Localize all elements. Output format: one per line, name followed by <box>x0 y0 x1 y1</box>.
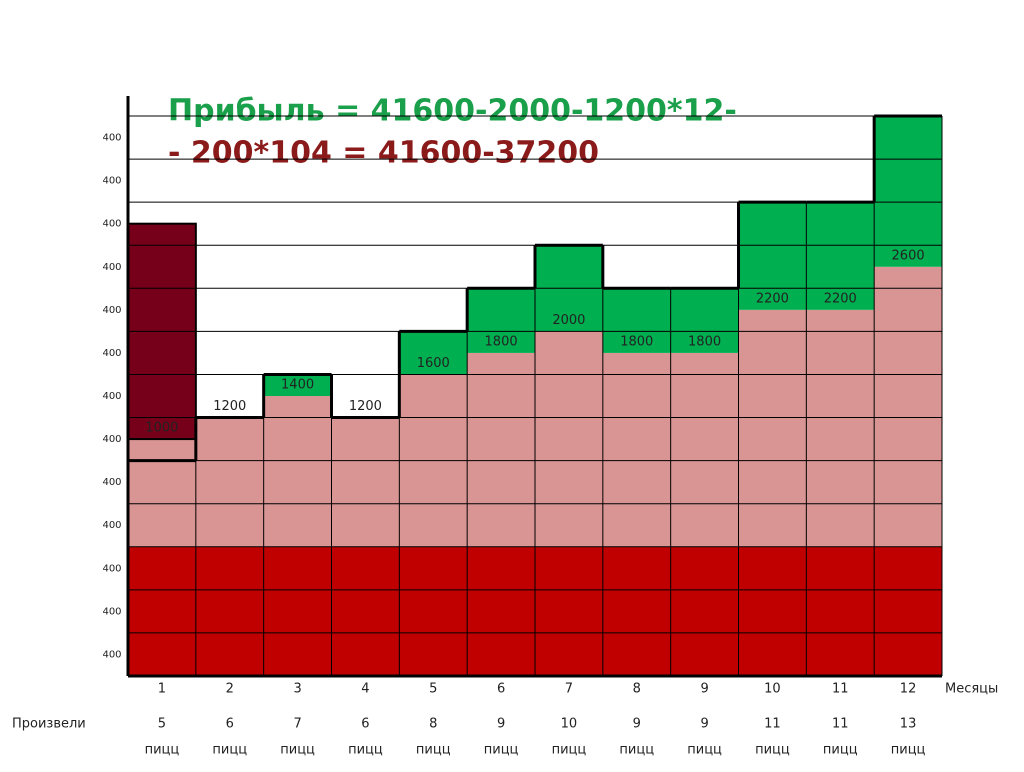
variable-cost <box>806 309 875 547</box>
variable-cost <box>874 266 942 547</box>
produced-count: 7 <box>293 717 301 732</box>
row-label: 400 <box>102 649 121 660</box>
unit-label: пицц <box>755 743 790 758</box>
variable-cost <box>331 417 400 547</box>
x-tick-label: 7 <box>565 682 573 697</box>
variable-cost <box>602 352 671 547</box>
fixed-cost <box>535 546 603 676</box>
variable-cost <box>738 309 807 547</box>
row-label: 400 <box>102 563 121 574</box>
value-label: 2000 <box>552 313 585 328</box>
row-label: 400 <box>102 520 121 531</box>
value-label: 1800 <box>620 334 653 349</box>
value-label: 1600 <box>417 356 450 371</box>
profit <box>399 331 468 375</box>
profit <box>806 202 875 310</box>
produced-count: 9 <box>700 717 708 732</box>
row-label: 400 <box>102 262 121 273</box>
value-label: 1000 <box>145 421 178 436</box>
row-label: 400 <box>102 348 121 359</box>
produced-count: 8 <box>429 717 437 732</box>
produced-count: 9 <box>633 717 641 732</box>
fixed-cost <box>128 546 196 676</box>
unit-label: пицц <box>348 743 383 758</box>
x-tick-label: 1 <box>158 682 166 697</box>
x-tick-label: 8 <box>633 682 641 697</box>
variable-cost <box>128 439 196 547</box>
profit <box>263 374 332 396</box>
variable-cost <box>535 331 603 547</box>
produced-count: 6 <box>361 717 369 732</box>
value-label: 1200 <box>213 399 246 414</box>
variable-cost <box>467 352 535 547</box>
fixed-cost <box>670 546 739 676</box>
profit <box>738 202 807 310</box>
fixed-cost <box>399 546 468 676</box>
profit <box>467 288 535 353</box>
row-label: 400 <box>102 477 121 488</box>
unit-label: пицц <box>212 743 247 758</box>
produced-count: 11 <box>832 717 849 732</box>
variable-cost <box>195 417 264 547</box>
fixed-cost <box>195 546 264 676</box>
unit-label: пицц <box>484 743 519 758</box>
variable-cost <box>670 352 739 547</box>
produced-label: Произвели <box>12 717 86 732</box>
variable-cost <box>263 396 332 547</box>
fixed-cost <box>806 546 875 676</box>
unit-label: пицц <box>823 743 858 758</box>
unit-label: пицц <box>280 743 315 758</box>
unit-label: пицц <box>619 743 654 758</box>
unit-label: пицц <box>145 743 180 758</box>
row-label: 400 <box>102 219 121 230</box>
profit <box>874 116 942 267</box>
fixed-cost <box>738 546 807 676</box>
value-label: 2600 <box>892 248 925 263</box>
row-label: 400 <box>102 606 121 617</box>
row-label: 400 <box>102 434 121 445</box>
row-label: 400 <box>102 391 121 402</box>
unit-label: пицц <box>416 743 451 758</box>
title-line: Прибыль = 41600-2000-1200*12- <box>168 94 737 129</box>
value-label: 2200 <box>756 291 789 306</box>
x-tick-label: 12 <box>900 682 917 697</box>
x-tick-label: 9 <box>700 682 708 697</box>
x-tick-label: 10 <box>764 682 781 697</box>
row-label: 400 <box>102 305 121 316</box>
fixed-cost <box>331 546 400 676</box>
row-label: 400 <box>102 133 121 144</box>
produced-count: 6 <box>226 717 234 732</box>
title-line: - 200*104 = 41600-37200 <box>168 136 599 171</box>
value-label: 1200 <box>349 399 382 414</box>
profit <box>670 288 739 353</box>
x-tick-label: 6 <box>497 682 505 697</box>
produced-count: 13 <box>900 717 917 732</box>
value-label: 2200 <box>824 291 857 306</box>
x-tick-label: 5 <box>429 682 437 697</box>
produced-count: 5 <box>158 717 166 732</box>
produced-count: 9 <box>497 717 505 732</box>
fixed-cost <box>263 546 332 676</box>
fixed-cost <box>467 546 535 676</box>
x-axis-label: Месяцы <box>945 682 998 697</box>
value-label: 1400 <box>281 378 314 393</box>
produced-count: 11 <box>764 717 781 732</box>
unit-label: пицц <box>891 743 926 758</box>
value-label: 1800 <box>688 334 721 349</box>
unit-label: пицц <box>552 743 587 758</box>
row-label: 400 <box>102 176 121 187</box>
fixed-cost <box>602 546 671 676</box>
fixed-cost <box>874 546 942 676</box>
unit-label: пицц <box>687 743 722 758</box>
x-tick-label: 3 <box>293 682 301 697</box>
profit <box>602 288 671 353</box>
x-tick-label: 2 <box>226 682 234 697</box>
value-label: 1800 <box>485 334 518 349</box>
x-tick-label: 4 <box>361 682 369 697</box>
x-tick-label: 11 <box>832 682 849 697</box>
produced-count: 10 <box>561 717 578 732</box>
